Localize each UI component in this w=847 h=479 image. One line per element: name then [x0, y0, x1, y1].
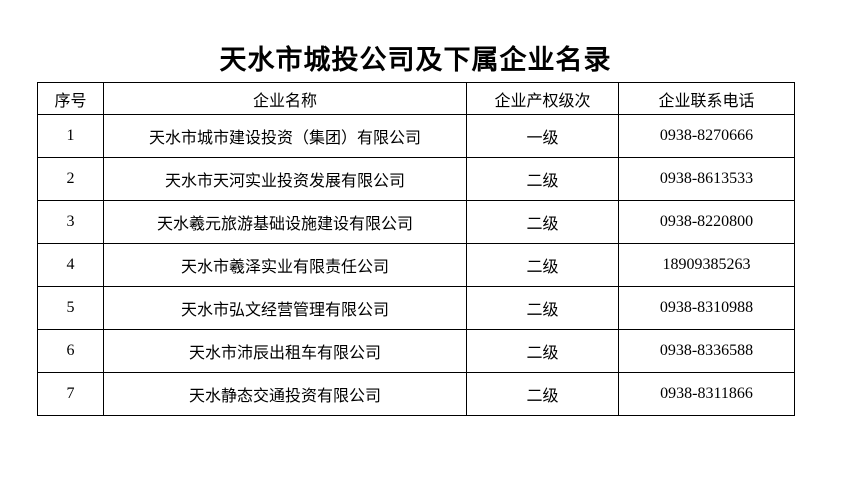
table-row: 3 天水羲元旅游基础设施建设有限公司 二级 0938-8220800: [37, 200, 795, 244]
cell-serial-number: 7: [37, 372, 104, 416]
cell-ownership-level: 二级: [466, 372, 619, 416]
cell-ownership-level: 二级: [466, 329, 619, 373]
cell-ownership-level: 二级: [466, 157, 619, 201]
header-contact-phone: 企业联系电话: [618, 82, 795, 115]
cell-contact-phone: 0938-8220800: [618, 200, 795, 244]
cell-serial-number: 4: [37, 243, 104, 287]
cell-ownership-level: 二级: [466, 200, 619, 244]
cell-contact-phone: 0938-8311866: [618, 372, 795, 416]
cell-serial-number: 1: [37, 114, 104, 158]
cell-serial-number: 3: [37, 200, 104, 244]
table-row: 6 天水市沛辰出租车有限公司 二级 0938-8336588: [37, 329, 795, 373]
table-header-row: 序号 企业名称 企业产权级次 企业联系电话: [37, 82, 795, 115]
header-serial-number: 序号: [37, 82, 104, 115]
cell-serial-number: 2: [37, 157, 104, 201]
header-company-name: 企业名称: [103, 82, 467, 115]
company-directory-table: 序号 企业名称 企业产权级次 企业联系电话 1 天水市城市建设投资（集团）有限公…: [37, 82, 795, 416]
cell-company-name: 天水市沛辰出租车有限公司: [103, 329, 467, 373]
cell-company-name: 天水市城市建设投资（集团）有限公司: [103, 114, 467, 158]
cell-contact-phone: 0938-8613533: [618, 157, 795, 201]
cell-company-name: 天水静态交通投资有限公司: [103, 372, 467, 416]
header-ownership-level: 企业产权级次: [466, 82, 619, 115]
cell-serial-number: 5: [37, 286, 104, 330]
table-row: 2 天水市天河实业投资发展有限公司 二级 0938-8613533: [37, 157, 795, 201]
table-row: 4 天水市羲泽实业有限责任公司 二级 18909385263: [37, 243, 795, 287]
cell-company-name: 天水市羲泽实业有限责任公司: [103, 243, 467, 287]
cell-contact-phone: 18909385263: [618, 243, 795, 287]
table-row: 5 天水市弘文经营管理有限公司 二级 0938-8310988: [37, 286, 795, 330]
cell-company-name: 天水羲元旅游基础设施建设有限公司: [103, 200, 467, 244]
cell-ownership-level: 二级: [466, 286, 619, 330]
cell-company-name: 天水市弘文经营管理有限公司: [103, 286, 467, 330]
table-row: 7 天水静态交通投资有限公司 二级 0938-8311866: [37, 372, 795, 416]
page-title: 天水市城投公司及下属企业名录: [219, 45, 612, 75]
cell-ownership-level: 一级: [466, 114, 619, 158]
cell-company-name: 天水市天河实业投资发展有限公司: [103, 157, 467, 201]
cell-contact-phone: 0938-8270666: [618, 114, 795, 158]
table-row: 1 天水市城市建设投资（集团）有限公司 一级 0938-8270666: [37, 114, 795, 158]
cell-contact-phone: 0938-8310988: [618, 286, 795, 330]
cell-ownership-level: 二级: [466, 243, 619, 287]
cell-contact-phone: 0938-8336588: [618, 329, 795, 373]
cell-serial-number: 6: [37, 329, 104, 373]
